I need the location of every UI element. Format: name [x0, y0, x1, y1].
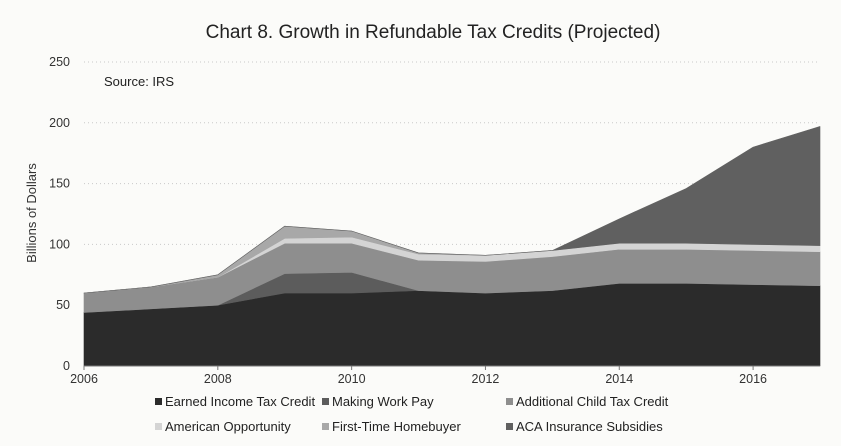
legend-swatch-additional-child-tax-credit [506, 398, 513, 405]
x-tick-label-2006: 2006 [70, 372, 98, 386]
area-aca-insurance-subsidies [83, 126, 821, 294]
legend-swatch-american-opportunity [155, 423, 162, 430]
x-tick-label-2008: 2008 [204, 372, 232, 386]
legend-label-making-work-pay: Making Work Pay [332, 394, 434, 409]
legend-label-american-opportunity: American Opportunity [165, 419, 291, 434]
legend: Earned Income Tax Credit Making Work Pay A… [155, 394, 669, 434]
y-tick-label-150: 150 [49, 177, 70, 191]
y-tick-label-0: 0 [63, 359, 70, 373]
legend-swatch-first-time-homebuyer [322, 423, 329, 430]
y-tick-label-50: 50 [56, 298, 70, 312]
legend-label-aca-insurance-subsidies: ACA Insurance Subsidies [516, 419, 663, 434]
y-tick-label-250: 250 [49, 55, 70, 69]
x-tick-label-2016: 2016 [739, 372, 767, 386]
legend-swatch-making-work-pay [322, 398, 329, 405]
y-tick-label-200: 200 [49, 116, 70, 130]
stacked-areas [83, 126, 821, 367]
legend-label-first-time-homebuyer: First-Time Homebuyer [332, 419, 461, 434]
legend-swatch-aca-insurance-subsidies [506, 423, 513, 430]
axes: 0 50 100 150 200 250 2006 2008 2010 2012 2014 2016 [49, 55, 820, 386]
legend-label-earned-income-tax-credit: Earned Income Tax Credit [165, 394, 315, 409]
x-tick-label-2014: 2014 [605, 372, 633, 386]
chart-title: Chart 8. Growth in Refundable Tax Credit… [206, 22, 661, 43]
legend-label-additional-child-tax-credit: Additional Child Tax Credit [516, 394, 669, 409]
x-tick-label-2010: 2010 [338, 372, 366, 386]
y-axis-label: Billions of Dollars [24, 163, 39, 263]
x-tick-label-2012: 2012 [472, 372, 500, 386]
y-tick-label-100: 100 [49, 237, 70, 251]
legend-swatch-earned-income-tax-credit [155, 398, 162, 405]
source-annotation: Source: IRS [104, 74, 174, 89]
